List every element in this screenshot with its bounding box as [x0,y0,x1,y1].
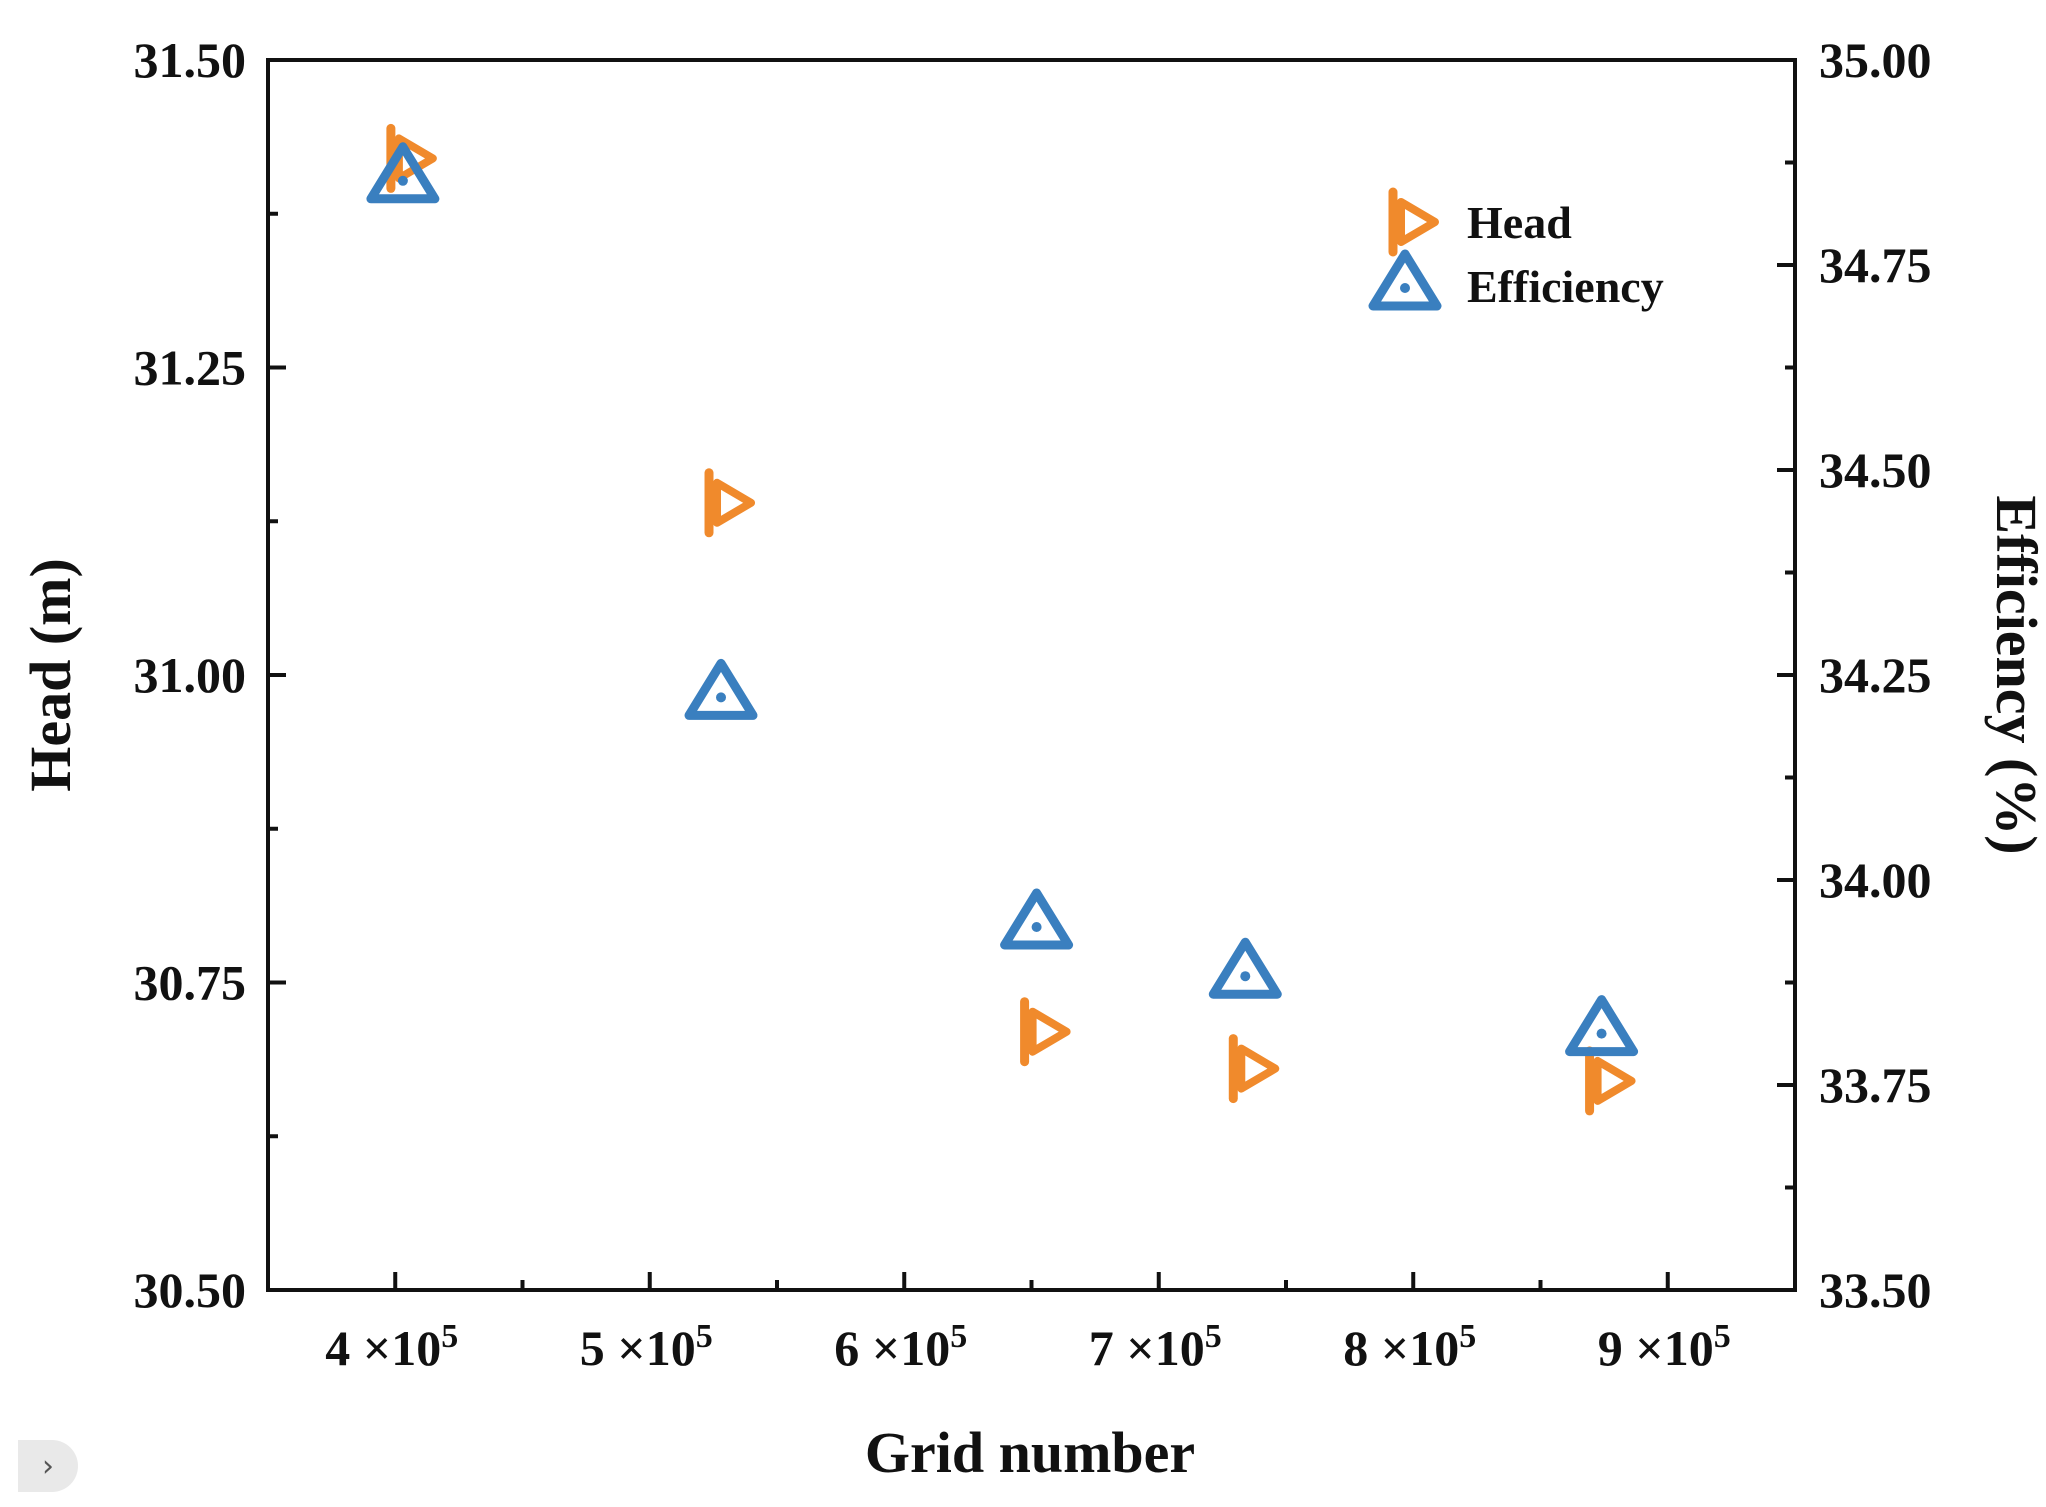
x-tick-label-base: 4 ×10 [325,1320,441,1376]
x-tick-label-exponent: 5 [696,1318,713,1355]
chevron-right-icon: › [42,1448,54,1484]
x-tick-label: 9 ×105 [1598,1318,1731,1376]
efficiency-marker-dot [1031,922,1042,932]
x-tick-label-base: 9 ×10 [1598,1320,1714,1376]
efficiency-marker-triangle [366,142,440,204]
efficiency-data-point [1208,937,1282,999]
head-marker-arrow [1237,1044,1280,1093]
head-marker-arrow [1593,1056,1636,1105]
legend-label: Efficiency [1467,261,1664,312]
x-tick-label: 6 ×105 [834,1318,967,1376]
efficiency-marker-triangle [684,658,758,720]
legend: Head Efficiency [1368,187,1664,312]
left-tick-label: 31.00 [134,647,247,703]
right-tick-label: 35.00 [1819,32,1932,88]
head-marker-arrow [1028,1007,1071,1056]
legend-efficiency-marker [1368,249,1442,311]
x-axis-ticks: 4 ×105 5 ×105 6 ×105 7 ×105 8 ×105 9 ×105 [325,1272,1731,1376]
x-axis-title: Grid number [865,1420,1195,1485]
right-tick-label: 34.50 [1819,442,1932,498]
efficiency-marker-dot [1400,283,1410,293]
left-axis-ticks: 30.50 30.75 31.00 31.25 31.50 [134,32,286,1318]
efficiency-marker-dot [716,692,727,703]
legend-head-marker [1388,187,1439,257]
left-tick-label: 30.75 [134,955,247,1011]
efficiency-data-point [366,142,440,204]
x-tick-label: 4 ×105 [325,1318,458,1376]
right-axis-title: Efficiency (%) [1984,495,2046,854]
right-tick-label: 33.50 [1819,1262,1932,1318]
efficiency-data-point [1000,888,1074,950]
x-tick-label-exponent: 5 [1459,1318,1476,1355]
expand-panel-button[interactable]: › [18,1440,78,1492]
efficiency-marker-triangle [1000,888,1074,950]
x-tick-label-exponent: 5 [1714,1318,1731,1355]
left-tick-label: 31.50 [134,32,247,88]
x-tick-label-exponent: 5 [441,1318,458,1355]
efficiency-marker-dot [1596,1028,1607,1039]
right-tick-label: 33.75 [1819,1057,1932,1113]
head-data-point [704,468,756,538]
x-tick-label-base: 8 ×10 [1343,1320,1459,1376]
right-tick-label: 34.00 [1819,852,1932,908]
x-tick-label-base: 6 ×10 [834,1320,950,1376]
legend-label: Head [1467,197,1572,248]
efficiency-marker-dot [397,175,408,186]
efficiency-marker-triangle [1368,249,1442,311]
head-data-point [1020,997,1071,1067]
data-series [366,123,1639,1116]
head-data-point [1228,1034,1280,1104]
x-tick-label-exponent: 5 [1205,1318,1222,1355]
x-tick-label-base: 5 ×10 [580,1320,696,1376]
x-tick-label: 8 ×105 [1343,1318,1476,1376]
head-marker-arrow [713,478,756,527]
x-tick-label: 5 ×105 [580,1318,713,1376]
x-tick-label: 7 ×105 [1089,1318,1222,1376]
efficiency-marker-dot [1240,971,1251,982]
right-tick-label: 34.75 [1819,237,1932,293]
efficiency-marker-triangle [1208,937,1282,999]
x-tick-label-base: 7 ×10 [1089,1320,1205,1376]
efficiency-data-point [684,658,758,720]
head-data-point [1585,1046,1636,1116]
efficiency-marker-triangle [1565,995,1639,1057]
left-tick-label: 30.50 [134,1262,247,1318]
left-tick-label: 31.25 [134,340,247,396]
x-tick-label-exponent: 5 [950,1318,967,1355]
efficiency-data-point [1565,995,1639,1057]
left-axis-title: Head (m) [18,558,83,792]
head-marker-arrow [1397,198,1439,246]
right-axis-ticks: 33.50 33.75 34.00 34.25 34.50 34.75 35.00 [1777,32,1932,1318]
right-tick-label: 34.25 [1819,647,1932,703]
